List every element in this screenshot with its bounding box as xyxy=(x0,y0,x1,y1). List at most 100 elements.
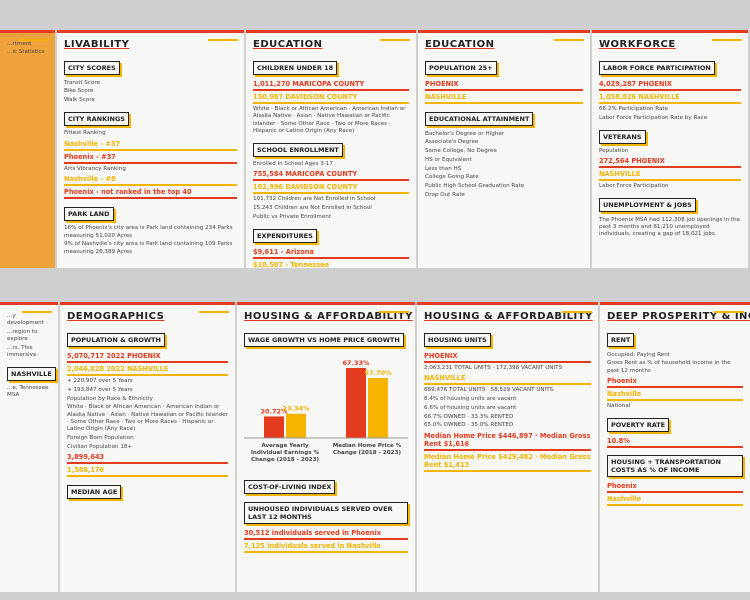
category-box: Average Yearly Individual Earnings % Cha… xyxy=(250,442,320,464)
text: ...ic Statistics xyxy=(7,49,45,56)
text: Bachelor's Degree or Higher xyxy=(425,130,505,137)
highlight: 30,512 individuals served in Phoenix xyxy=(244,529,408,540)
text: Population by Race & Ethnicity xyxy=(67,395,153,402)
panel: ...y development ...region to explore ...r… xyxy=(0,302,58,592)
section-heading: SCHOOL ENROLLMENT xyxy=(253,142,343,157)
text: Gross Rent as % of household income in t… xyxy=(607,360,731,374)
text: 2,063,231 TOTAL UNITS · 172,398 VACANT U… xyxy=(424,365,563,371)
text: 8.4% of housing units are vacant xyxy=(424,396,517,403)
panel: WORKFORCE LABOR FORCE PARTICIPATION 4,029,… xyxy=(592,30,748,268)
highlight: Phoenix - not ranked in the top 40 xyxy=(64,188,237,199)
text: ...y development xyxy=(7,312,44,326)
section-heading: HOUSING UNITS xyxy=(424,333,491,347)
panel: ...rtment ...ic Statistics xyxy=(0,30,55,268)
text: Labor Force Participation Rate by Race xyxy=(599,114,708,121)
text: Public vs Private Enrollment xyxy=(253,213,332,220)
chart-title: WAGE GROWTH VS HOME PRICE GROWTH xyxy=(244,333,404,347)
text: Less than HS xyxy=(425,165,462,172)
bar xyxy=(286,413,306,438)
value-label: 67.33% xyxy=(342,359,370,367)
text: White · Black or African American · Amer… xyxy=(253,106,406,134)
category-label: Average Yearly Individual Earnings % Cha… xyxy=(250,442,320,464)
highlight: Phoenix - #37 xyxy=(64,153,237,164)
panel-title: EDUCATION xyxy=(425,39,495,50)
text: Walk Score xyxy=(64,97,95,104)
highlight: Nashville xyxy=(607,390,743,401)
highlight: Nashville - #8 xyxy=(64,175,237,186)
section-heading: POVERTY RATE xyxy=(607,417,670,432)
text: Fittest Ranking xyxy=(64,130,106,137)
panel-title: EDUCATION xyxy=(253,39,323,50)
highlight: NASHVILLE xyxy=(425,93,583,104)
text: 15,243 Children are Not Enrolled in Scho… xyxy=(253,205,372,212)
text: The Phoenix MSA had 112,308 job openings… xyxy=(599,216,741,238)
section-heading: NASHVILLE xyxy=(7,366,56,381)
highlight: 3,899,643 xyxy=(67,453,228,464)
highlight: Median Home Price $446,897 · Median Gros… xyxy=(424,432,591,451)
panel-title: DEEP PROSPERITY & INCLUSION xyxy=(607,311,750,322)
text: Transit Score xyxy=(64,79,100,86)
highlight: Nashville xyxy=(607,495,743,506)
section-heading: CITY SCORES xyxy=(64,61,120,75)
highlight: 4,029,287 PHOENIX xyxy=(599,80,741,91)
text: Drop Out Rate xyxy=(425,191,465,198)
panel: HOUSING & AFFORDABILITY WAGE GROWTH VS HO… xyxy=(237,302,415,592)
text: ...e, Tennessee MSA xyxy=(7,385,49,399)
highlight: Median Home Price $429,482 · Median Gros… xyxy=(424,453,591,472)
text: Population xyxy=(599,148,629,155)
highlight: PHOENIX xyxy=(425,80,583,91)
section-heading: EDUCATIONAL ATTAINMENT xyxy=(425,112,534,126)
highlight: 5,070,717 2022 PHOENIX xyxy=(67,352,228,363)
panel-title: LIVABILITY xyxy=(64,39,130,50)
panel: DEMOGRAPHICS POPULATION & GROWTH 5,070,717… xyxy=(60,302,235,592)
text: 9% of Nashville's city area is Park land… xyxy=(64,241,233,255)
panel: EDUCATION POPULATION 25+ PHOENIX NASHVILLE E… xyxy=(418,30,590,268)
text: + 193,847 over 5 Years xyxy=(67,386,133,393)
text: 66.7% OWNED · 33.3% RENTED xyxy=(424,413,514,420)
section-heading: CITY RANKINGS xyxy=(64,111,129,126)
section-heading: CHILDREN UNDER 18 xyxy=(253,61,338,75)
highlight: 7,125 individuals served in Nashville xyxy=(244,542,408,553)
section-heading: POPULATION & GROWTH xyxy=(67,333,165,347)
section-heading: POPULATION 25+ xyxy=(425,61,497,75)
text: Public High School Graduation Rate xyxy=(425,183,525,190)
highlight: Phoenix xyxy=(607,377,743,388)
bottom-row: ...y development ...region to explore ...r… xyxy=(0,302,750,592)
section-heading: LABOR FORCE PARTICIPATION xyxy=(599,61,715,75)
section-heading: UNEMPLOYMENT & JOBS xyxy=(599,198,696,213)
chart: 20.72%23.34% Average Yearly Individual Ea… xyxy=(244,359,408,464)
highlight: 150,987 DAVIDSON COUNTY xyxy=(253,93,409,104)
text: Some College, No Degree xyxy=(425,148,497,155)
highlight: 102,996 DAVIDSON COUNTY xyxy=(253,183,409,195)
panel-title: HOUSING & AFFORDABILITY xyxy=(424,311,593,322)
section-heading: RENT xyxy=(607,333,635,347)
bar xyxy=(368,378,388,438)
section-heading: MEDIAN AGE xyxy=(67,484,122,499)
text: 65.0% OWNED · 35.0% RENTED xyxy=(424,422,514,429)
text: 6.6% of housing units are vacant xyxy=(424,404,517,411)
highlight: $10,507 - Tennessee xyxy=(253,261,409,268)
highlight: Phoenix xyxy=(607,482,743,493)
value-label: 57.70% xyxy=(364,369,392,377)
highlight: Nashville - #37 xyxy=(64,140,237,151)
highlight: 1,011,270 MARICOPA COUNTY xyxy=(253,80,409,91)
text: College Going Rate xyxy=(425,174,479,181)
panel-title: WORKFORCE xyxy=(599,39,676,50)
panel: LIVABILITY CITY SCORES Transit Score Bike S… xyxy=(57,30,244,268)
text: Foreign Born Population xyxy=(67,434,134,441)
text: Civilian Population 18+ xyxy=(67,443,133,450)
text: Bike Score xyxy=(64,88,94,95)
text: 889,476 TOTAL UNITS · 58,529 VACANT UNIT… xyxy=(424,387,554,394)
panel: HOUSING & AFFORDABILITY HOUSING UNITS PHOE… xyxy=(417,302,598,592)
panel-title: DEMOGRAPHICS xyxy=(67,311,165,322)
section-heading: UNHOUSED INDIVIDUALS SERVED OVER LAST 12… xyxy=(244,502,408,524)
section-heading: HOUSING + TRANSPORTATION COSTS AS % OF I… xyxy=(607,454,743,477)
highlight: NASHVILLE xyxy=(599,170,741,182)
section-heading: VETERANS xyxy=(599,129,646,144)
highlight: 272,564 PHOENIX xyxy=(599,157,741,169)
value-label: 23.34% xyxy=(282,405,310,413)
highlight: PHOENIX xyxy=(424,352,591,363)
text: Enrolled in School Ages 3-17 xyxy=(253,161,333,168)
bar xyxy=(264,416,284,438)
